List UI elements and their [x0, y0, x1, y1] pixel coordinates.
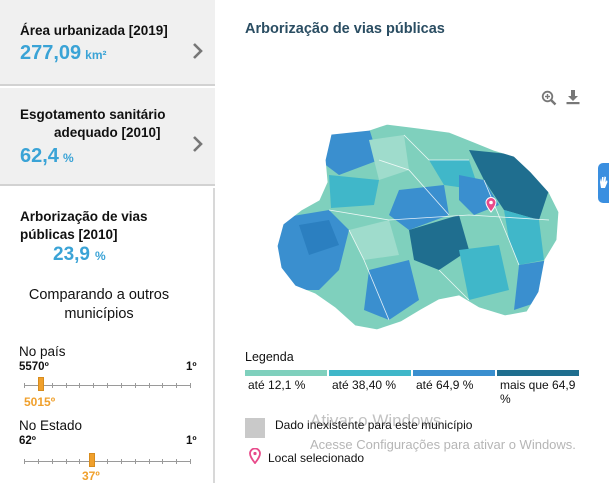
- slider-tick: [24, 459, 25, 464]
- card-esgotamento[interactable]: Esgotamento sanitário adequado [2010] 62…: [0, 88, 215, 186]
- legend-label-1: até 12,1 %: [248, 378, 306, 392]
- rank-best-pais: 1º: [186, 361, 197, 373]
- slider-tick: [149, 459, 150, 464]
- rank-label-pais: No país: [19, 344, 66, 359]
- slider-tick: [121, 459, 122, 464]
- slider-tick: [176, 459, 177, 464]
- zoom-in-icon[interactable]: [541, 90, 557, 106]
- slider-thumb[interactable]: [38, 377, 44, 391]
- location-pin-icon: [485, 197, 497, 213]
- accessibility-tab[interactable]: [598, 163, 609, 203]
- value-number: 62,4: [20, 145, 59, 167]
- slider-tick: [52, 383, 53, 388]
- arborizacao-value: 23,9%: [53, 244, 106, 266]
- legend-title: Legenda: [245, 350, 294, 364]
- slider-tick: [162, 383, 163, 388]
- slider-tick: [66, 383, 67, 388]
- rank-best-estado: 1º: [186, 435, 197, 447]
- value-number: 23,9: [53, 244, 90, 265]
- slider-tick: [135, 459, 136, 464]
- state-choropleth-map[interactable]: [269, 120, 569, 335]
- legend-swatch-3: [413, 370, 495, 376]
- rank-value-estado: 37º: [82, 469, 100, 483]
- slider-tick: [121, 383, 122, 388]
- value-unit: %: [62, 151, 74, 165]
- selected-location-label: Local selecionado: [268, 451, 365, 465]
- value-unit: km²: [85, 48, 107, 62]
- legend-swatch-2: [329, 370, 411, 376]
- card-title-line1: Esgotamento sanitário: [20, 107, 166, 122]
- slider-tick: [176, 383, 177, 388]
- legend-label-3: até 64,9 %: [416, 378, 474, 392]
- slider-thumb[interactable]: [89, 453, 95, 467]
- card-value: 277,09 km²: [20, 42, 107, 65]
- card-title: Área urbanizada [2019]: [20, 23, 168, 38]
- slider-tick: [79, 383, 80, 388]
- legend-label-2: até 38,40 %: [332, 378, 397, 392]
- rank-value-pais: 5015º: [24, 395, 56, 409]
- chevron-right-icon[interactable]: [191, 40, 205, 62]
- windows-watermark-title: Ativar o Windows: [310, 411, 442, 430]
- value-number: 277,09: [20, 42, 82, 64]
- legend-swatch-4: [497, 370, 579, 376]
- indicators-panel: Área urbanizada [2019] 277,09 km² Esgotam…: [0, 0, 215, 483]
- no-data-label: Dado inexistente para este município: [275, 418, 473, 432]
- panel-divider: [213, 188, 215, 483]
- slider-tick: [190, 459, 191, 464]
- compare-title: Comparando a outros municípios: [28, 287, 170, 322]
- legend-swatch-1: [245, 370, 327, 376]
- slider-tick: [107, 383, 108, 388]
- slider-tick: [162, 459, 163, 464]
- value-unit: %: [94, 249, 106, 263]
- chevron-right-icon[interactable]: [191, 133, 205, 155]
- slider-tick: [190, 383, 191, 388]
- map-title: Arborização de vias públicas: [245, 21, 445, 37]
- download-icon[interactable]: [565, 89, 581, 105]
- windows-watermark-text: Acesse Configurações para ativar o Windo…: [310, 437, 576, 452]
- rank-slider-pais[interactable]: [24, 377, 191, 391]
- card-title-line2: adequado [2010]: [54, 125, 161, 140]
- slider-tick: [24, 383, 25, 388]
- slider-tick: [149, 383, 150, 388]
- slider-tick: [38, 459, 39, 464]
- legend-label-4: mais que 64,9 %: [500, 378, 576, 406]
- no-data-swatch: [245, 418, 265, 438]
- slider-tick: [66, 459, 67, 464]
- rank-worst-pais: 5570º: [19, 361, 49, 373]
- card-value: 62,4%: [20, 145, 74, 168]
- arborizacao-title: Arborização de vias públicas [2010]: [20, 209, 148, 242]
- rank-slider-estado[interactable]: [24, 453, 191, 467]
- slider-tick: [93, 383, 94, 388]
- slider-tick: [79, 459, 80, 464]
- slider-tick: [135, 383, 136, 388]
- rank-label-estado: No Estado: [19, 418, 83, 433]
- card-area-urbanizada[interactable]: Área urbanizada [2019] 277,09 km²: [0, 0, 215, 86]
- hand-icon: [600, 176, 608, 188]
- slider-tick: [52, 459, 53, 464]
- location-pin-icon: [249, 447, 261, 465]
- rank-worst-estado: 62º: [19, 435, 36, 447]
- slider-tick: [107, 459, 108, 464]
